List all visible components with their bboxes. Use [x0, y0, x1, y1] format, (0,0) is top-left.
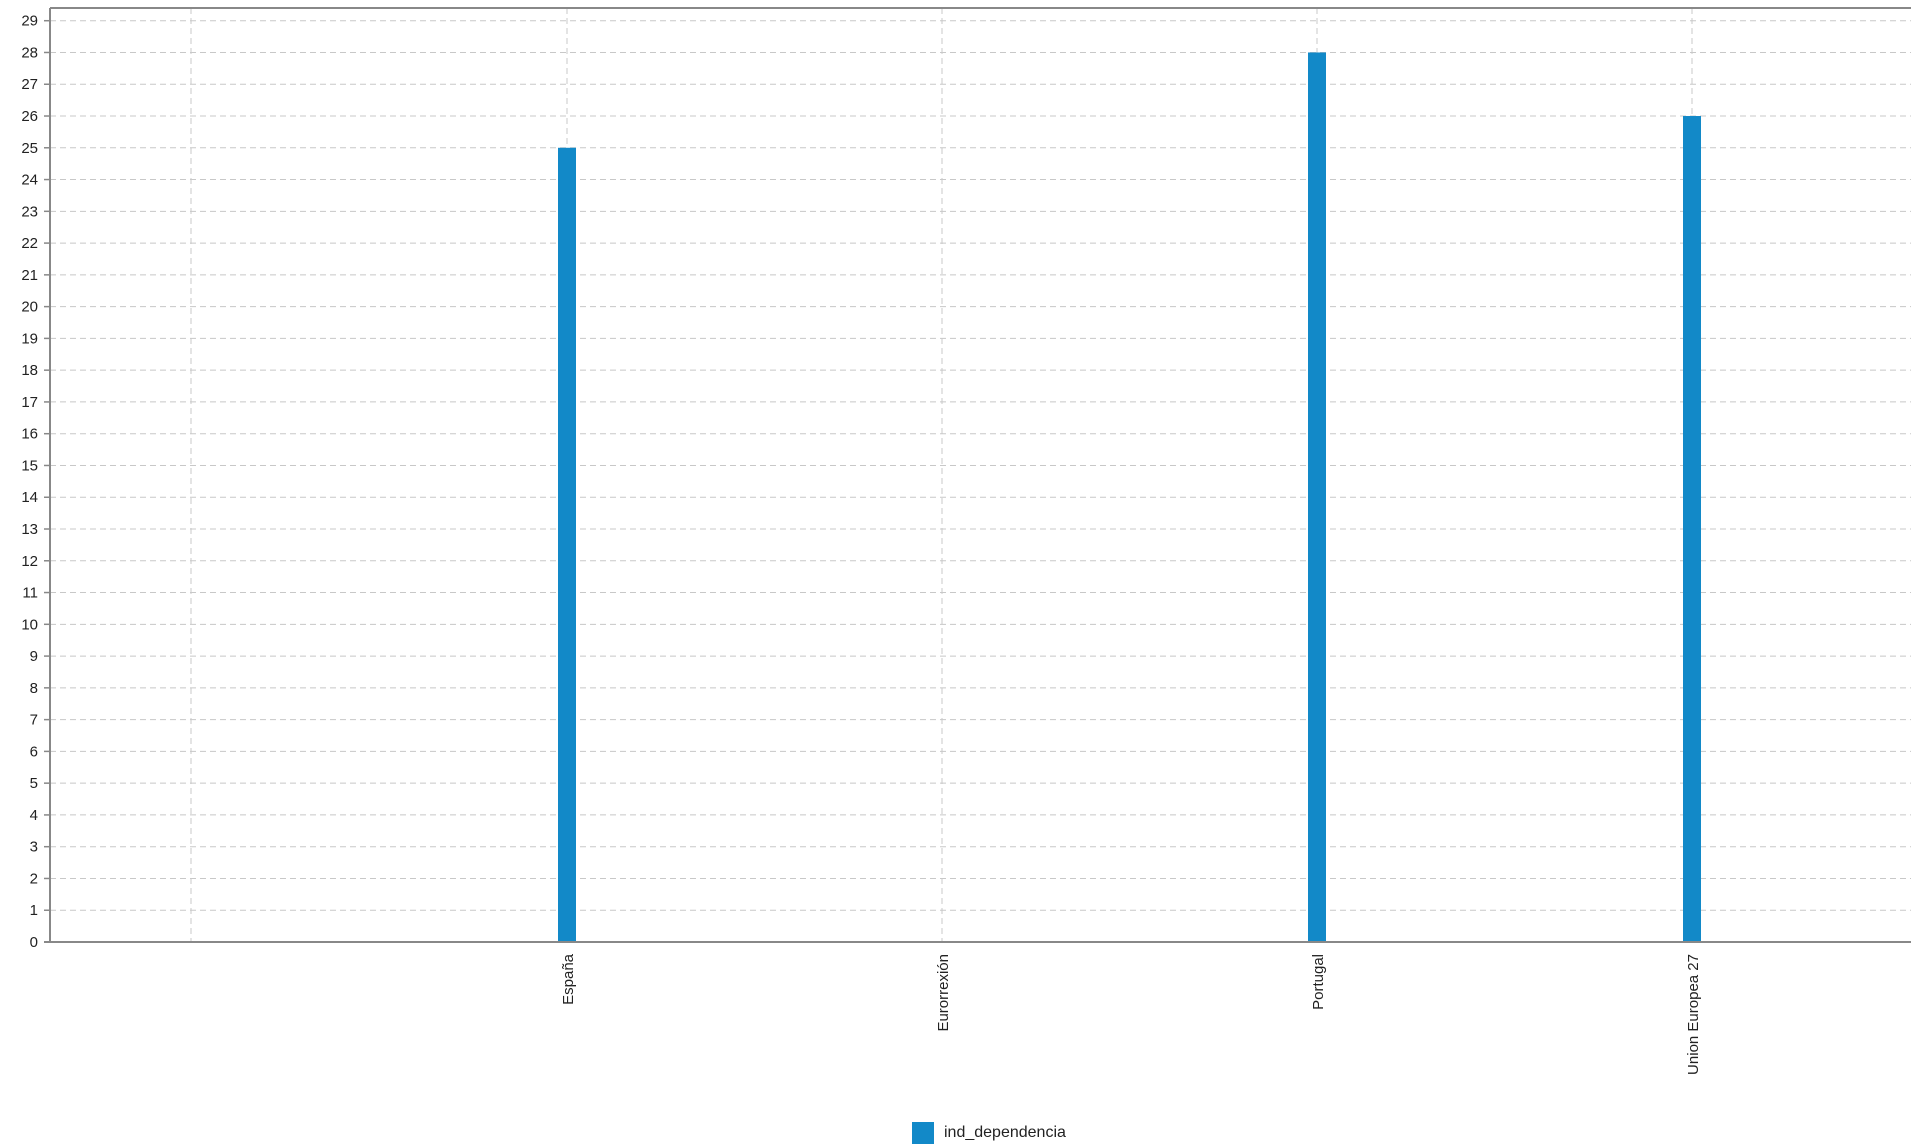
- legend-label: ind_dependencia: [944, 1124, 1066, 1141]
- y-tick-label: 26: [21, 108, 38, 125]
- y-tick-label: 25: [21, 140, 38, 157]
- y-tick-label: 23: [21, 203, 38, 220]
- x-tick-label: Union Europea 27: [1685, 954, 1702, 1075]
- y-tick-label: 16: [21, 426, 38, 443]
- legend-swatch: [912, 1122, 934, 1144]
- y-tick-label: 12: [21, 553, 38, 570]
- y-tick-label: 1: [30, 902, 38, 919]
- y-tick-label: 17: [21, 394, 38, 411]
- x-tick-label: Eurorrexión: [935, 954, 952, 1032]
- y-tick-label: 10: [21, 616, 38, 633]
- y-tick-label: 27: [21, 76, 38, 93]
- bar: [558, 147, 576, 942]
- y-tick-label: 13: [21, 521, 38, 538]
- y-tick-label: 20: [21, 299, 38, 316]
- x-tick-label: España: [560, 953, 577, 1005]
- y-tick-label: 8: [30, 680, 38, 697]
- y-tick-label: 0: [30, 934, 38, 951]
- y-tick-label: 29: [21, 13, 38, 30]
- y-tick-label: 19: [21, 330, 38, 347]
- y-tick-label: 3: [30, 839, 38, 856]
- y-tick-label: 5: [30, 775, 38, 792]
- y-tick-label: 18: [21, 362, 38, 379]
- y-tick-label: 22: [21, 235, 38, 252]
- x-tick-label: Portugal: [1310, 954, 1327, 1010]
- y-tick-label: 21: [21, 267, 38, 284]
- y-tick-label: 4: [30, 807, 38, 824]
- legend: ind_dependencia: [912, 1122, 1066, 1144]
- bar-chart: 0123456789101112131415161718192021222324…: [21, 7, 1911, 1075]
- y-tick-label: 14: [21, 489, 38, 506]
- y-tick-label: 11: [22, 585, 38, 602]
- y-tick-label: 24: [21, 172, 38, 189]
- y-tick-label: 28: [21, 44, 38, 61]
- bar: [1308, 52, 1326, 942]
- bar: [1683, 116, 1701, 942]
- y-tick-label: 2: [30, 870, 38, 887]
- y-tick-label: 9: [30, 648, 38, 665]
- y-tick-label: 6: [30, 743, 38, 760]
- y-tick-label: 15: [21, 457, 38, 474]
- y-tick-label: 7: [30, 712, 38, 729]
